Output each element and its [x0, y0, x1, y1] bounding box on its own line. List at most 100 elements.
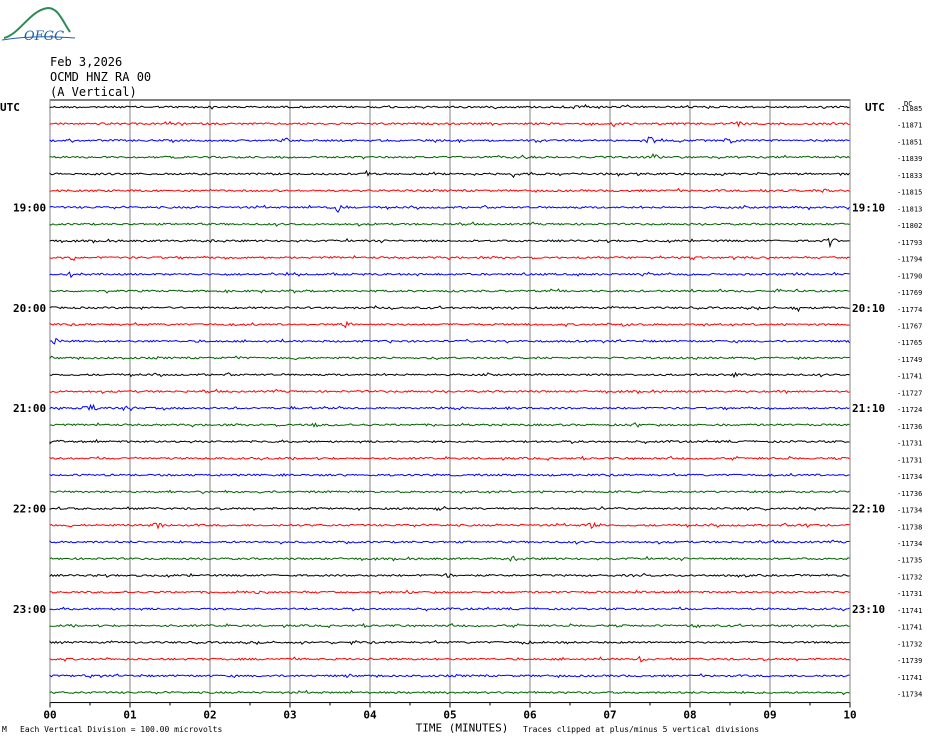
trace-line [49, 673, 850, 679]
time-label-right: 22:10 [852, 503, 885, 516]
trace-line [49, 221, 850, 227]
time-label-right: 21:10 [852, 402, 885, 415]
x-tick-label: 08 [683, 709, 696, 722]
logo-swoosh [1, 36, 76, 41]
time-label-right: 23:10 [852, 603, 885, 616]
footer-mark: M [2, 725, 7, 734]
x-tick-label: 02 [203, 709, 216, 722]
trace-line [49, 655, 850, 663]
x-axis-label: TIME (MINUTES) [416, 722, 509, 735]
dc-offset-label: -11833 [897, 172, 922, 180]
dc-offset-label: -11731 [897, 456, 922, 464]
trace-line [49, 136, 850, 144]
trace-line [49, 521, 850, 530]
trace-line [49, 639, 850, 646]
dc-offset-label: -11790 [897, 272, 922, 280]
hour-label-left: 21:00 [13, 402, 46, 415]
trace-line [49, 152, 850, 160]
hour-label-left: 19:00 [13, 201, 46, 214]
utc-label-left: UTC [0, 101, 20, 114]
dc-offset-label: -11741 [897, 674, 922, 682]
hour-label-left: 22:00 [13, 503, 46, 516]
trace-line [49, 120, 850, 128]
dc-offset-label: -11765 [897, 339, 922, 347]
dc-offset-label: -11802 [897, 222, 922, 230]
dc-offset-label: -11741 [897, 607, 922, 615]
dc-offset-label: -11767 [897, 322, 922, 330]
trace-line [49, 606, 850, 612]
trace-line [49, 254, 850, 262]
dc-offset-label: -11741 [897, 373, 922, 381]
hour-label-left: 20:00 [13, 302, 46, 315]
logo-hill [3, 6, 71, 39]
dc-offset-label: -11734 [897, 691, 922, 699]
hour-label-left: 23:00 [13, 603, 46, 616]
trace-line [49, 539, 850, 545]
dc-offset-label: -11734 [897, 540, 922, 548]
dc-offset-label: -11741 [897, 624, 922, 632]
date-label: Feb 3,2026 [50, 55, 123, 69]
dc-offset-label: -11734 [897, 507, 922, 515]
dc-offset-label: -11885 [897, 105, 922, 113]
trace-line [49, 305, 850, 313]
trace-line [49, 320, 850, 329]
trace-line [49, 271, 850, 279]
trace-line [49, 371, 850, 379]
x-tick-label: 09 [763, 709, 776, 722]
trace-line [49, 455, 850, 461]
dc-offset-label: -11736 [897, 490, 922, 498]
clipping-note: Traces clipped at plus/minus 5 vertical … [523, 725, 760, 734]
trace-line [49, 489, 850, 495]
x-tick-label: 04 [363, 709, 377, 722]
component-label: (A Vertical) [50, 85, 137, 99]
dc-offset-label: -11731 [897, 440, 922, 448]
dc-offset-label: -11769 [897, 289, 922, 297]
dc-offset-label: -11734 [897, 473, 922, 481]
dc-offset-label: -11749 [897, 356, 922, 364]
dc-label: DC [904, 100, 912, 108]
trace-line [49, 388, 850, 395]
dc-offset-label: -11735 [897, 557, 922, 565]
trace-line [49, 622, 850, 629]
trace-line [49, 237, 850, 249]
dc-offset-label: -11813 [897, 205, 922, 213]
x-tick-label: 03 [283, 709, 296, 722]
dc-offset-label: -11839 [897, 155, 922, 163]
time-label-right: 19:10 [852, 201, 885, 214]
vertical-division-note: Each Vertical Division = 100.00 microvol… [20, 725, 223, 734]
x-tick-label: 10 [843, 709, 856, 722]
trace-line [49, 403, 850, 412]
utc-label-right: UTC [865, 101, 885, 114]
trace-line [49, 572, 850, 578]
trace-line [49, 337, 850, 345]
time-label-right: 20:10 [852, 302, 885, 315]
x-tick-label: 05 [443, 709, 456, 722]
trace-line [49, 505, 850, 512]
dc-offset-label: -11731 [897, 590, 922, 598]
trace-line [49, 438, 850, 445]
dc-offset-label: -11851 [897, 138, 922, 146]
x-tick-label: 07 [603, 709, 616, 722]
trace-line [49, 472, 850, 478]
dc-offset-label: -11815 [897, 189, 922, 197]
dc-offset-label: -11739 [897, 657, 922, 665]
ofgc-logo: OFGC [1, 6, 76, 44]
dc-offset-label: -11793 [897, 239, 922, 247]
trace-line [49, 555, 850, 562]
dc-offset-label: -11727 [897, 389, 922, 397]
dc-offset-label: -11732 [897, 640, 922, 648]
trace-line [49, 589, 850, 595]
trace-line [49, 355, 850, 361]
dc-offset-label: -11871 [897, 122, 922, 130]
x-tick-label: 01 [123, 709, 137, 722]
dc-offset-label: -11724 [897, 406, 922, 414]
dc-offset-label: -11732 [897, 573, 922, 581]
trace-line [49, 103, 850, 110]
trace-line [49, 204, 850, 214]
x-tick-label: 00 [43, 709, 56, 722]
trace-line [49, 689, 850, 696]
trace-line [49, 187, 850, 193]
dc-offset-label: -11794 [897, 256, 922, 264]
dc-offset-label: -11736 [897, 423, 922, 431]
